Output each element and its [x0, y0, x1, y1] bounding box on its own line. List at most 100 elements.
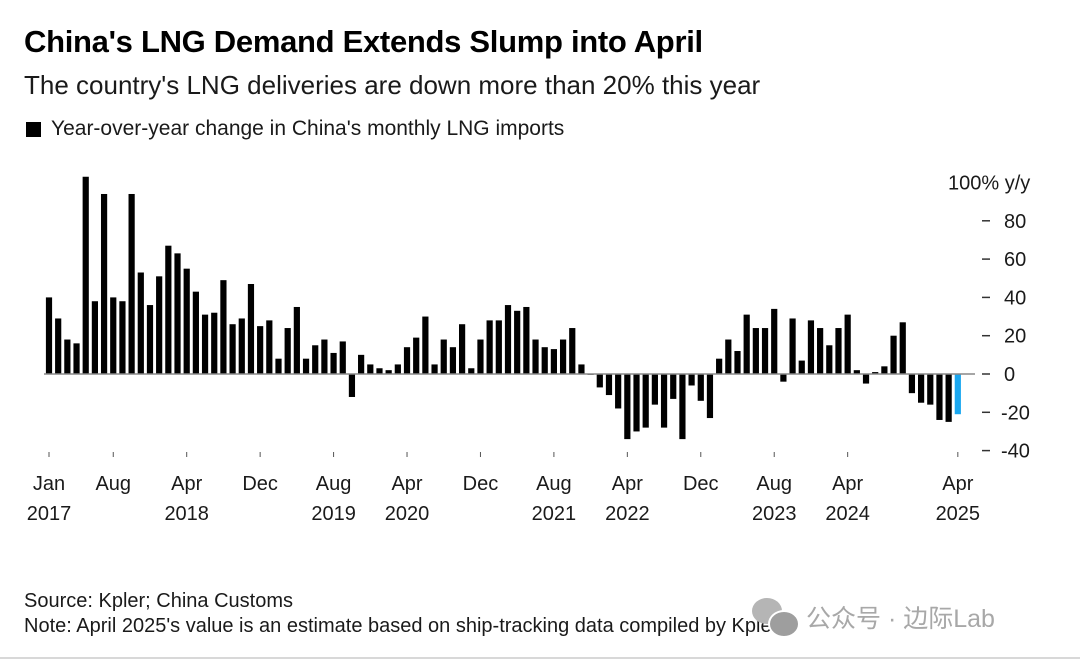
bar [624, 374, 631, 440]
legend-label: Year-over-year change in China's monthly… [51, 117, 565, 140]
x-tick-label-month: Dec [242, 473, 278, 495]
bar [385, 370, 392, 374]
bars-group [45, 176, 961, 440]
bar [82, 176, 89, 374]
y-tick-label: 40 [1004, 287, 1026, 309]
bar [523, 306, 530, 374]
bar [716, 358, 723, 374]
legend-swatch-icon [26, 121, 41, 137]
bar [918, 374, 925, 403]
bar [358, 354, 365, 374]
bar [578, 364, 585, 374]
bar [780, 374, 787, 382]
bar [403, 347, 411, 374]
watermark-text: 公众号 · 边际Lab [806, 605, 995, 633]
bar [514, 310, 521, 374]
bar [550, 349, 557, 374]
x-tick-label-month: Dec [463, 473, 499, 495]
x-tick-label-year: 2023 [752, 503, 797, 525]
bar [908, 374, 916, 394]
bar [238, 318, 245, 374]
bar [743, 314, 750, 374]
bar [293, 306, 300, 374]
bar [128, 193, 135, 374]
x-tick-label-year: 2022 [605, 503, 650, 525]
y-tick-label: 20 [1004, 326, 1026, 348]
bar [146, 305, 154, 374]
watermark: 公众号 · 边际Lab [752, 598, 995, 638]
bar [477, 339, 484, 374]
y-tick-label: 60 [1004, 249, 1026, 271]
bar [174, 253, 181, 374]
bar [706, 374, 714, 419]
chart-legend: Year-over-year change in China's monthly… [26, 117, 564, 141]
source-note: Source: Kpler; China Customs [24, 590, 294, 612]
bar [330, 352, 337, 374]
bar [945, 374, 952, 422]
x-tick-label-year: 2019 [311, 503, 356, 525]
bar [367, 364, 374, 374]
bar [615, 374, 622, 409]
x-tick-label-year: 2024 [825, 503, 870, 525]
x-tick-label-year: 2025 [936, 503, 981, 525]
bar [284, 328, 291, 374]
bar [55, 318, 62, 374]
bar [312, 345, 319, 374]
bar [137, 272, 144, 374]
bar [725, 339, 732, 374]
bar [697, 374, 704, 401]
bar [844, 314, 851, 374]
bar [486, 320, 493, 374]
x-tick-label-month: Jan [33, 473, 65, 495]
y-tick-label: -40 [1001, 441, 1030, 463]
bar [449, 347, 457, 374]
bar [651, 374, 658, 405]
bar [91, 301, 98, 374]
bar [532, 339, 539, 374]
bar [679, 374, 686, 440]
x-tick-label-year: 2021 [532, 503, 577, 525]
bar [752, 328, 759, 374]
bar [807, 320, 815, 374]
bar [64, 339, 71, 374]
x-tick-label-year: 2020 [385, 503, 430, 525]
bar [376, 368, 383, 374]
bar [817, 328, 824, 374]
x-tick-label-month: Apr [612, 473, 643, 495]
bar [110, 297, 117, 374]
x-tick-label-month: Dec [683, 473, 719, 495]
bar [73, 343, 80, 374]
bar [633, 374, 640, 432]
bar [890, 335, 897, 374]
bar [247, 284, 255, 374]
x-tick-label-month: Apr [391, 473, 422, 495]
bar [440, 339, 447, 374]
bar [559, 339, 567, 374]
bar-highlight-estimate [954, 374, 961, 415]
bar [605, 374, 613, 396]
y-axis-unit-label: 100% y/y [948, 173, 1030, 195]
bar-chart: 100% y/y 80 60 40 20 0 -20 -40 Jan 2017 Aug Apr 201… [27, 173, 1031, 526]
x-tick-label-month: Aug [316, 473, 352, 495]
bar [321, 339, 328, 374]
chart-title: China's LNG Demand Extends Slump into Ap… [24, 24, 703, 59]
bar [872, 372, 879, 374]
bar [468, 368, 475, 374]
x-tick-label-month: Apr [171, 473, 202, 495]
bar [899, 322, 906, 374]
x-tick-label-month: Aug [95, 473, 131, 495]
x-tick-label-month: Aug [756, 473, 792, 495]
bar [348, 374, 356, 397]
bar [156, 276, 163, 374]
bar [596, 374, 603, 388]
bar [835, 328, 842, 374]
bar [670, 374, 677, 399]
bar [881, 366, 888, 374]
bar [771, 308, 778, 374]
bar [734, 351, 741, 374]
bar [927, 374, 934, 405]
bar [495, 320, 502, 374]
bar [220, 280, 227, 374]
bar [119, 301, 126, 374]
bar [853, 370, 860, 374]
